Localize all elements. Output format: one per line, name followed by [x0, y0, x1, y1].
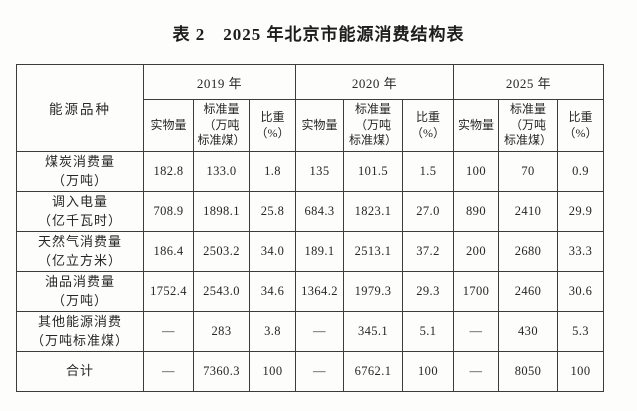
subheader-2020-standard: 标准量 （万吨 标准煤）	[343, 99, 403, 152]
table-row-other-energy: 其他能源消费 （万吨标准煤） — 283 3.8 — 345.1 5.1 — 4…	[16, 311, 604, 352]
cell: —	[143, 351, 194, 392]
cell: 182.8	[143, 151, 194, 192]
header-row-subheaders: 实物量 标准量 （万吨 标准煤） 比重 （%） 实物量 标准量 （万吨 标准煤）…	[17, 99, 604, 152]
table-row-coal: 煤炭消费量 （万吨） 182.8 133.0 1.8 135 101.5 1.5…	[16, 151, 604, 192]
cell: 0.9	[557, 151, 604, 192]
header-row-years: 能源品种 2019 年 2020 年 2025 年	[16, 64, 604, 152]
cell: 7360.3	[193, 351, 250, 392]
subheader-2025-share: 比重 （%）	[557, 99, 604, 152]
cell: 2503.2	[193, 231, 250, 272]
row-label: 其他能源消费 （万吨标准煤）	[16, 311, 144, 352]
energy-consumption-table: 能源品种 2019 年 2020 年 2025 年 实物量 标准量 （万吨 标准…	[16, 64, 604, 392]
year-header-2020: 2020 年	[295, 64, 454, 100]
cell: —	[295, 311, 344, 352]
cell: 5.1	[402, 311, 454, 352]
cell: 890	[453, 191, 499, 232]
cell: 29.9	[557, 191, 604, 232]
row-label: 天然气消费量 （亿立方米）	[16, 231, 144, 272]
cell: 2680	[498, 231, 558, 272]
cell: 5.3	[557, 311, 604, 352]
cell: 100	[249, 351, 296, 392]
cell: 684.3	[295, 191, 344, 232]
cell: 100	[402, 351, 454, 392]
cell: 100	[453, 151, 499, 192]
year-header-2019: 2019 年	[143, 64, 296, 100]
row-label: 合计	[16, 351, 144, 392]
cell: 1979.3	[343, 271, 403, 312]
cell: 30.6	[557, 271, 604, 312]
subheader-2020-share: 比重 （%）	[402, 99, 454, 152]
cell: 2543.0	[193, 271, 250, 312]
year-header-2025: 2025 年	[453, 64, 604, 100]
subheader-2019-standard: 标准量 （万吨 标准煤）	[193, 99, 250, 152]
subheader-2019-share: 比重 （%）	[249, 99, 296, 152]
cell: 27.0	[402, 191, 454, 232]
cell: 200	[453, 231, 499, 272]
cell: 430	[498, 311, 558, 352]
subheader-2025-standard: 标准量 （万吨 标准煤）	[498, 99, 558, 152]
cell: 133.0	[193, 151, 250, 192]
cell: 1.8	[249, 151, 296, 192]
cell: 34.6	[249, 271, 296, 312]
cell: 37.2	[402, 231, 454, 272]
cell: 708.9	[143, 191, 194, 232]
subheader-2019-physical: 实物量	[143, 99, 194, 152]
cell: 135	[295, 151, 344, 192]
cell: —	[295, 351, 344, 392]
cell: 1364.2	[295, 271, 344, 312]
cell: 2410	[498, 191, 558, 232]
row-label: 油品消费量 （万吨）	[16, 271, 144, 312]
cell: 1752.4	[143, 271, 194, 312]
cell: 8050	[498, 351, 558, 392]
cell: 186.4	[143, 231, 194, 272]
cell: 345.1	[343, 311, 403, 352]
cell: 34.0	[249, 231, 296, 272]
energy-table-container: 能源品种 2019 年 2020 年 2025 年 实物量 标准量 （万吨 标准…	[16, 64, 604, 392]
cell: 29.3	[402, 271, 454, 312]
cell: —	[453, 351, 499, 392]
cell: 33.3	[557, 231, 604, 272]
subheader-2025-physical: 实物量	[453, 99, 499, 152]
cell: 189.1	[295, 231, 344, 272]
cell: 283	[193, 311, 250, 352]
cell: 2460	[498, 271, 558, 312]
cell: 1898.1	[193, 191, 250, 232]
table-row-total: 合计 — 7360.3 100 — 6762.1 100 — 8050 100	[16, 351, 604, 392]
cell: —	[143, 311, 194, 352]
row-label: 煤炭消费量 （万吨）	[16, 151, 144, 192]
table-title: 表 2 2025 年北京市能源消费结构表	[172, 25, 465, 44]
cell: 25.8	[249, 191, 296, 232]
table-row-oil: 油品消费量 （万吨） 1752.4 2543.0 34.6 1364.2 197…	[16, 271, 604, 312]
row-label: 调入电量 （亿千瓦时）	[16, 191, 144, 232]
subheader-2020-physical: 实物量	[295, 99, 344, 152]
corner-header: 能源品种	[16, 64, 144, 152]
cell: 101.5	[343, 151, 403, 192]
cell: 100	[557, 351, 604, 392]
cell: 2513.1	[343, 231, 403, 272]
table-row-electricity: 调入电量 （亿千瓦时） 708.9 1898.1 25.8 684.3 1823…	[16, 191, 604, 232]
cell: —	[453, 311, 499, 352]
table-row-natural-gas: 天然气消费量 （亿立方米） 186.4 2503.2 34.0 189.1 25…	[16, 231, 604, 272]
cell: 1.5	[402, 151, 454, 192]
cell: 6762.1	[343, 351, 403, 392]
cell: 1700	[453, 271, 499, 312]
cell: 1823.1	[343, 191, 403, 232]
cell: 3.8	[249, 311, 296, 352]
cell: 70	[498, 151, 558, 192]
